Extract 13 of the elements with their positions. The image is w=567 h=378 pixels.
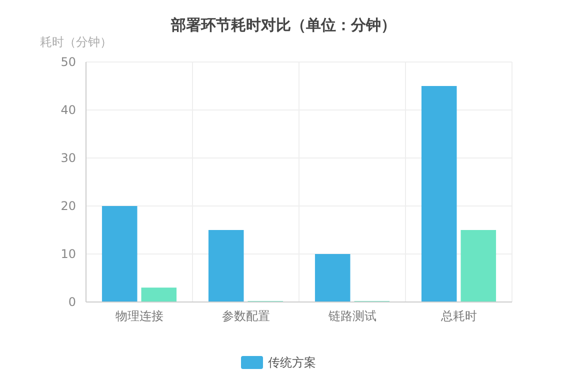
x-tick-label: 总耗时 [440,309,477,323]
y-tick-label: 40 [60,103,76,118]
legend-label: 传统方案 [268,356,316,370]
y-tick-label: 10 [60,247,76,262]
y-tick-label: 50 [60,55,76,70]
x-tick-label: 链路测试 [327,309,376,323]
y-tick-label: 20 [60,199,76,214]
x-tick-label: 参数配置 [222,309,270,323]
y-axis-title: 耗时（分钟） [40,35,112,49]
y-tick-label: 0 [68,295,76,310]
y-tick-label: 30 [60,151,76,166]
chart-title: 部署环节耗时对比（单位：分钟） [170,16,396,34]
x-tick-label: 物理连接 [115,309,164,323]
